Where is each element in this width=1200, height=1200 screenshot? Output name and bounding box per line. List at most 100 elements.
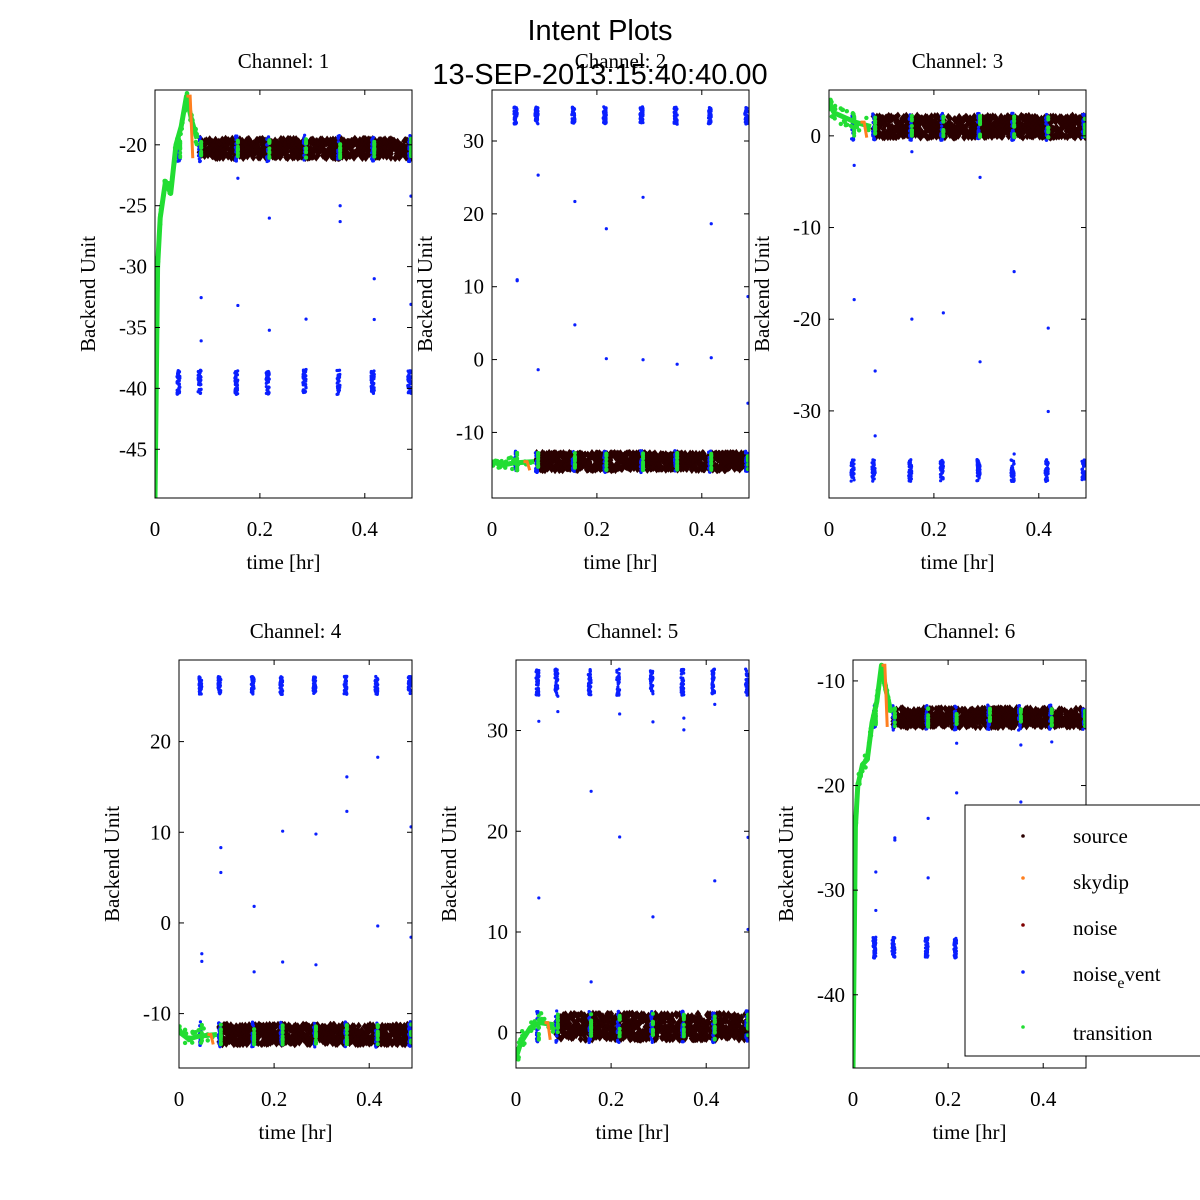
noise-event-point xyxy=(233,391,237,395)
noise-event-point xyxy=(301,368,306,372)
noise-event-point xyxy=(197,372,202,376)
transition-point xyxy=(978,134,983,139)
panel-title: Channel: 1 xyxy=(238,49,330,73)
noise-event-point xyxy=(370,381,374,386)
transition-point xyxy=(304,155,309,160)
transition-point xyxy=(604,463,609,468)
noise-event-point xyxy=(1010,470,1014,475)
series-skydip xyxy=(860,120,869,138)
noise-event-point xyxy=(196,376,200,380)
noise-event-outlier xyxy=(910,150,914,154)
transition-point xyxy=(178,146,183,151)
noise-event-point xyxy=(744,116,748,120)
noise-event-point xyxy=(406,383,410,388)
noise-event-point xyxy=(641,108,645,112)
transition-point xyxy=(675,465,680,470)
noise-event-point xyxy=(408,371,412,375)
transition-point xyxy=(199,149,204,154)
transition-point xyxy=(849,124,855,130)
transition-point xyxy=(572,462,577,467)
noise-event-point xyxy=(1044,138,1049,142)
transition-point xyxy=(709,467,714,472)
noise-event-outlier xyxy=(675,122,679,126)
noise-event-point xyxy=(603,110,607,114)
noise-event-outlier xyxy=(746,401,749,405)
noise-event-point xyxy=(941,469,945,473)
y-tick-label: -30 xyxy=(793,399,821,423)
transition-point xyxy=(1012,123,1017,128)
noise-event-point xyxy=(301,381,305,385)
noise-event-point xyxy=(409,375,412,379)
y-axis-label: Backend Unit xyxy=(750,236,774,352)
noise-event-point xyxy=(515,111,519,115)
transition-point xyxy=(182,108,188,113)
x-tick-label: 0.4 xyxy=(352,517,379,541)
noise-event-point xyxy=(335,392,339,396)
noise-event-outlier xyxy=(199,296,203,300)
noise-event-point xyxy=(1010,464,1014,468)
noise-event-outlier xyxy=(236,303,240,308)
transition-point xyxy=(183,101,188,106)
y-tick-label: 0 xyxy=(474,348,485,372)
transition-point xyxy=(408,136,412,141)
transition-point xyxy=(536,450,541,455)
transition-point xyxy=(512,457,517,462)
transition-point xyxy=(165,181,170,186)
noise-event-point xyxy=(976,466,980,471)
noise-event-point xyxy=(233,158,238,162)
noise-event-point xyxy=(639,119,643,124)
noise-event-point xyxy=(571,107,575,111)
noise-event-outlier xyxy=(941,464,945,468)
noise-event-point xyxy=(873,471,877,475)
noise-event-point xyxy=(335,368,339,373)
noise-event-outlier xyxy=(1046,409,1050,414)
transition-ramp-line xyxy=(829,102,872,130)
transition-point xyxy=(844,108,850,114)
noise-event-point xyxy=(535,115,539,119)
transition-point xyxy=(179,117,185,123)
noise-event-point xyxy=(199,382,203,387)
noise-event-point xyxy=(233,371,237,375)
noise-event-point xyxy=(940,124,944,128)
transition-point xyxy=(604,453,609,458)
transition-point xyxy=(515,462,521,467)
source-point xyxy=(1019,120,1026,129)
transition-point xyxy=(178,150,183,155)
transition-point xyxy=(304,139,309,144)
noise-event-outlier xyxy=(304,367,308,372)
transition-point xyxy=(1082,116,1086,121)
noise-event-outlier xyxy=(536,173,540,177)
transition-point xyxy=(572,465,577,470)
noise-event-point xyxy=(178,376,182,380)
noise-event-point xyxy=(235,382,239,386)
transition-point xyxy=(832,116,837,121)
transition-point xyxy=(159,201,165,207)
noise-event-outlier xyxy=(409,194,412,198)
transition-point xyxy=(168,188,174,194)
transition-point xyxy=(184,90,190,96)
noise-event-outlier xyxy=(641,195,645,199)
transition-point xyxy=(851,111,856,117)
noise-event-point xyxy=(673,117,677,121)
y-tick-label: 30 xyxy=(463,129,484,153)
noise-event-point xyxy=(266,135,271,139)
noise-event-point xyxy=(267,385,271,389)
noise-event-point xyxy=(303,133,307,137)
transition-point xyxy=(745,467,749,472)
noise-event-outlier xyxy=(236,176,240,180)
noise-event-outlier xyxy=(709,222,713,226)
noise-event-point xyxy=(235,385,239,389)
transition-point xyxy=(199,153,204,158)
noise-event-outlier xyxy=(199,339,203,343)
transition-point xyxy=(496,465,501,470)
transition-point xyxy=(155,259,161,264)
noise-event-point xyxy=(975,112,980,116)
noise-event-point xyxy=(267,391,271,396)
noise-event-point xyxy=(1044,477,1048,481)
noise-event-point xyxy=(871,461,875,466)
noise-event-point xyxy=(336,377,340,381)
noise-event-outlier xyxy=(372,277,376,281)
transition-point xyxy=(408,140,412,145)
